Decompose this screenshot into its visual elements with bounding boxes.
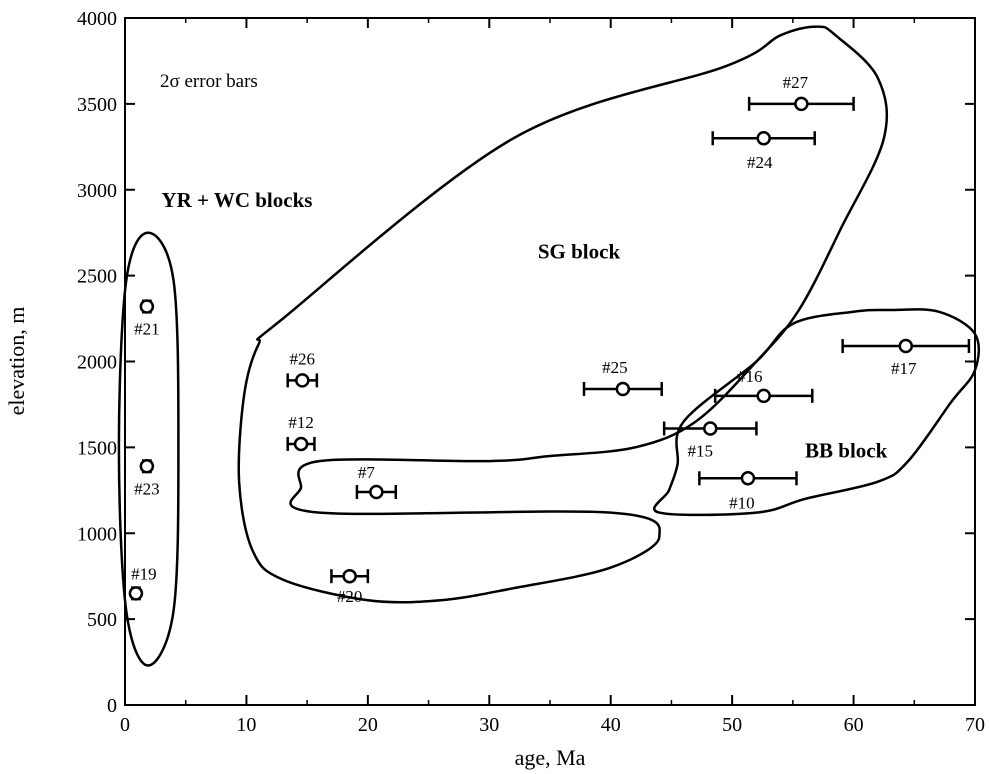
point-marker	[898, 338, 914, 354]
group-labels: YR + WC blocks SG block BB block	[161, 188, 887, 463]
x-tick-label: 40	[601, 714, 621, 736]
data-point	[582, 381, 663, 397]
point-marker	[615, 381, 631, 397]
point-label: #19	[131, 564, 157, 583]
point-marker	[342, 568, 357, 584]
point-marker	[139, 299, 155, 314]
data-points: #21 #23 #19 #26 #12 #7 #20 #25 #27 #24 #16 #15 #10 #1…	[128, 73, 971, 606]
y-tick-label: 4000	[77, 8, 117, 30]
data-point	[139, 459, 155, 474]
group-label: BB block	[805, 439, 888, 463]
data-point	[841, 338, 971, 354]
data-point	[713, 388, 814, 404]
point-label: #23	[134, 479, 160, 498]
point-label: #16	[737, 367, 763, 386]
point-marker	[703, 421, 718, 436]
group-label: YR + WC blocks	[161, 188, 312, 212]
x-tick-label: 60	[844, 714, 864, 736]
error-bar-note: 2σ error bars	[160, 71, 258, 92]
y-tick-label: 1000	[77, 523, 117, 545]
group-outline-0	[117, 231, 180, 667]
point-label: #20	[337, 587, 363, 606]
group-outline-1	[237, 25, 889, 604]
x-tick-label: 20	[358, 714, 378, 736]
y-tick-label: 1500	[77, 437, 117, 459]
data-point	[330, 568, 370, 584]
group-label: SG block	[538, 239, 621, 263]
point-marker	[756, 130, 771, 146]
group-outlines	[117, 25, 981, 667]
y-tick-label: 0	[107, 695, 117, 717]
point-label: #21	[134, 320, 160, 339]
data-point	[286, 373, 319, 388]
point-marker	[740, 471, 756, 486]
point-label: #7	[358, 463, 376, 482]
point-label: #26	[290, 349, 316, 368]
y-tick-label: 2500	[77, 266, 117, 288]
y-tick-label: 3500	[77, 94, 117, 116]
point-label: #10	[729, 493, 755, 512]
x-tick-label: 50	[722, 714, 742, 736]
x-tick-label: 70	[965, 714, 985, 736]
data-point	[286, 436, 316, 452]
point-label: #17	[891, 359, 917, 378]
point-marker	[756, 388, 771, 404]
point-marker	[295, 373, 310, 388]
x-tick-label: 30	[479, 714, 499, 736]
point-marker	[139, 459, 155, 474]
point-marker	[794, 96, 809, 112]
point-marker	[128, 586, 144, 601]
point-marker	[293, 436, 309, 452]
x-axis-title: age, Ma	[515, 745, 586, 770]
axis-ticks: 0 10 20 30 40 50 60 70 0 500 1000 1500 2000 2500 3000 3…	[77, 8, 985, 736]
point-label: #12	[288, 413, 314, 432]
data-point	[139, 299, 155, 314]
data-point	[747, 96, 855, 112]
point-marker	[369, 484, 384, 500]
y-tick-label: 500	[87, 609, 117, 631]
y-tick-label: 3000	[77, 180, 117, 202]
x-tick-label: 10	[236, 714, 256, 736]
data-point	[355, 484, 398, 500]
data-point	[662, 421, 758, 436]
point-label: #24	[747, 153, 773, 172]
data-point	[698, 471, 798, 486]
data-point	[711, 130, 816, 146]
point-label: #25	[602, 358, 628, 377]
y-axis-title: elevation, m	[4, 307, 29, 416]
point-label: #15	[688, 441, 714, 460]
group-outline-2	[652, 308, 981, 517]
y-tick-label: 2000	[77, 352, 117, 374]
point-label: #27	[783, 73, 809, 92]
x-tick-label: 0	[120, 714, 130, 736]
data-point	[128, 586, 144, 601]
